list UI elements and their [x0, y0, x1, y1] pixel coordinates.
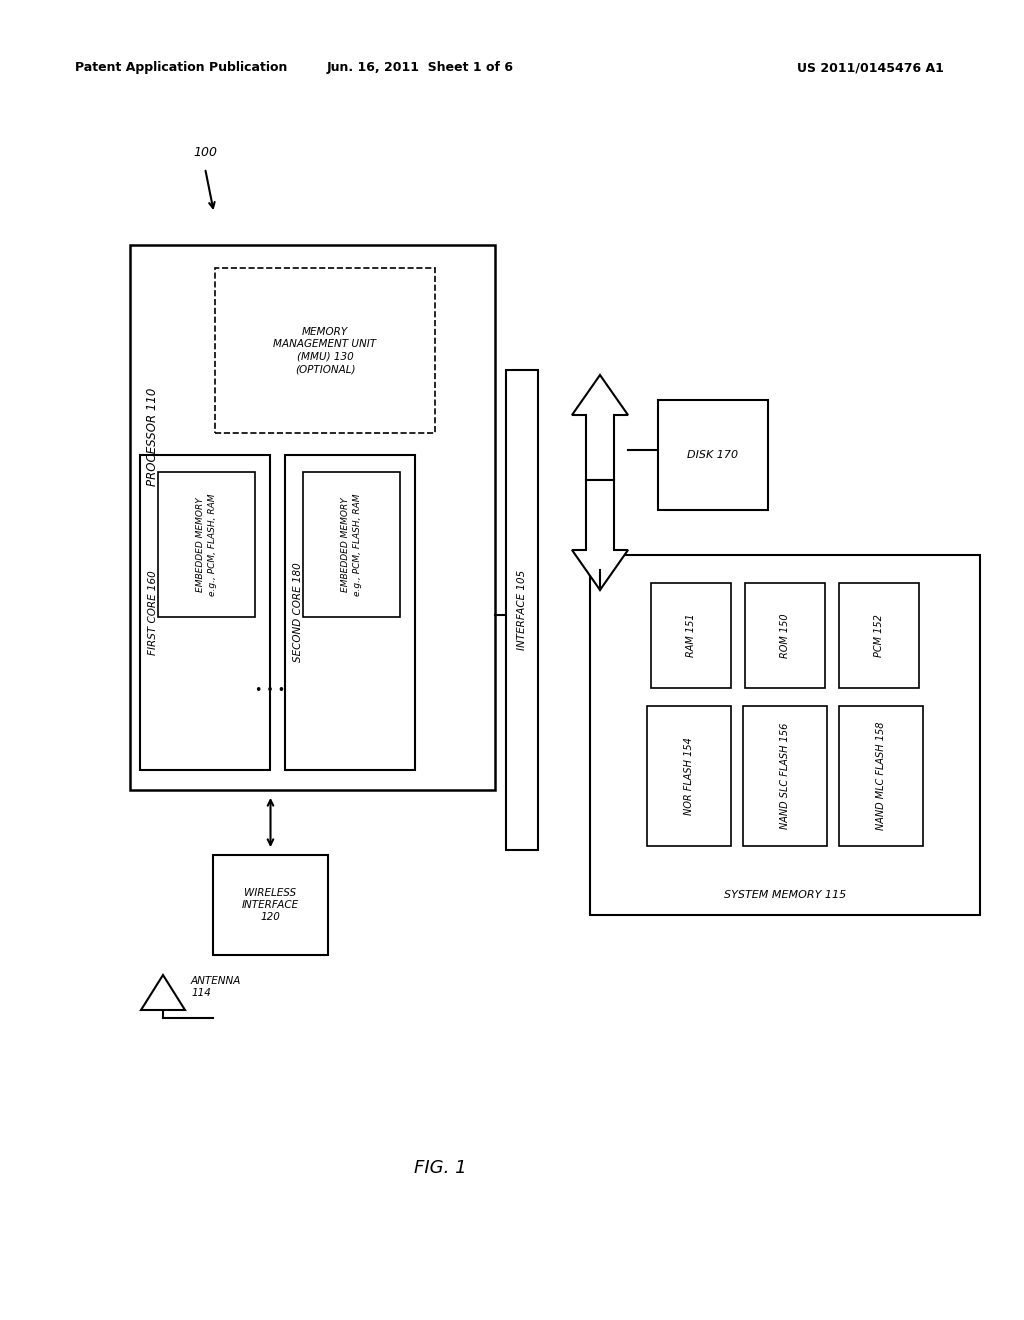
Text: NAND MLC FLASH 158: NAND MLC FLASH 158 — [876, 722, 886, 830]
Bar — [590, 554, 980, 915]
Bar — [647, 706, 731, 846]
Bar — [213, 855, 328, 954]
Text: FIRST CORE 160: FIRST CORE 160 — [148, 570, 158, 655]
Polygon shape — [572, 480, 628, 590]
Bar — [285, 455, 415, 770]
Text: Jun. 16, 2011  Sheet 1 of 6: Jun. 16, 2011 Sheet 1 of 6 — [327, 62, 513, 74]
Text: US 2011/0145476 A1: US 2011/0145476 A1 — [797, 62, 943, 74]
Text: NOR FLASH 154: NOR FLASH 154 — [684, 737, 694, 814]
Text: INTERFACE 105: INTERFACE 105 — [517, 570, 527, 651]
Text: ROM 150: ROM 150 — [780, 614, 790, 657]
Bar — [140, 455, 270, 770]
Bar — [743, 706, 827, 846]
Bar — [658, 400, 768, 510]
Text: DISK 170: DISK 170 — [687, 450, 738, 459]
Bar — [158, 473, 255, 616]
Text: SYSTEM MEMORY 115: SYSTEM MEMORY 115 — [724, 890, 846, 900]
Text: WIRELESS
INTERFACE
120: WIRELESS INTERFACE 120 — [242, 887, 299, 923]
Text: ANTENNA
114: ANTENNA 114 — [191, 975, 242, 998]
Text: NAND SLC FLASH 156: NAND SLC FLASH 156 — [780, 723, 790, 829]
Bar — [745, 583, 825, 688]
Text: FIG. 1: FIG. 1 — [414, 1159, 466, 1177]
Bar — [215, 268, 435, 433]
Text: • • •: • • • — [255, 684, 285, 697]
Text: RAM 151: RAM 151 — [686, 614, 696, 657]
Bar — [839, 583, 919, 688]
Polygon shape — [572, 375, 628, 480]
Text: MEMORY
MANAGEMENT UNIT
(MMU) 130
(OPTIONAL): MEMORY MANAGEMENT UNIT (MMU) 130 (OPTION… — [273, 327, 377, 374]
Text: EMBEDDED MEMORY
e.g., PCM, FLASH, RAM: EMBEDDED MEMORY e.g., PCM, FLASH, RAM — [341, 494, 361, 595]
Bar — [130, 246, 495, 789]
Polygon shape — [141, 975, 185, 1010]
Bar — [303, 473, 400, 616]
Text: Patent Application Publication: Patent Application Publication — [75, 62, 288, 74]
Text: 100: 100 — [193, 147, 217, 160]
Text: SECOND CORE 180: SECOND CORE 180 — [293, 562, 303, 663]
Text: PCM 152: PCM 152 — [874, 614, 884, 657]
Bar — [839, 706, 923, 846]
Bar — [651, 583, 731, 688]
Text: EMBEDDED MEMORY
e.g., PCM, FLASH, RAM: EMBEDDED MEMORY e.g., PCM, FLASH, RAM — [197, 494, 216, 595]
Text: PROCESSOR 110: PROCESSOR 110 — [145, 388, 159, 486]
Bar — [506, 370, 538, 850]
